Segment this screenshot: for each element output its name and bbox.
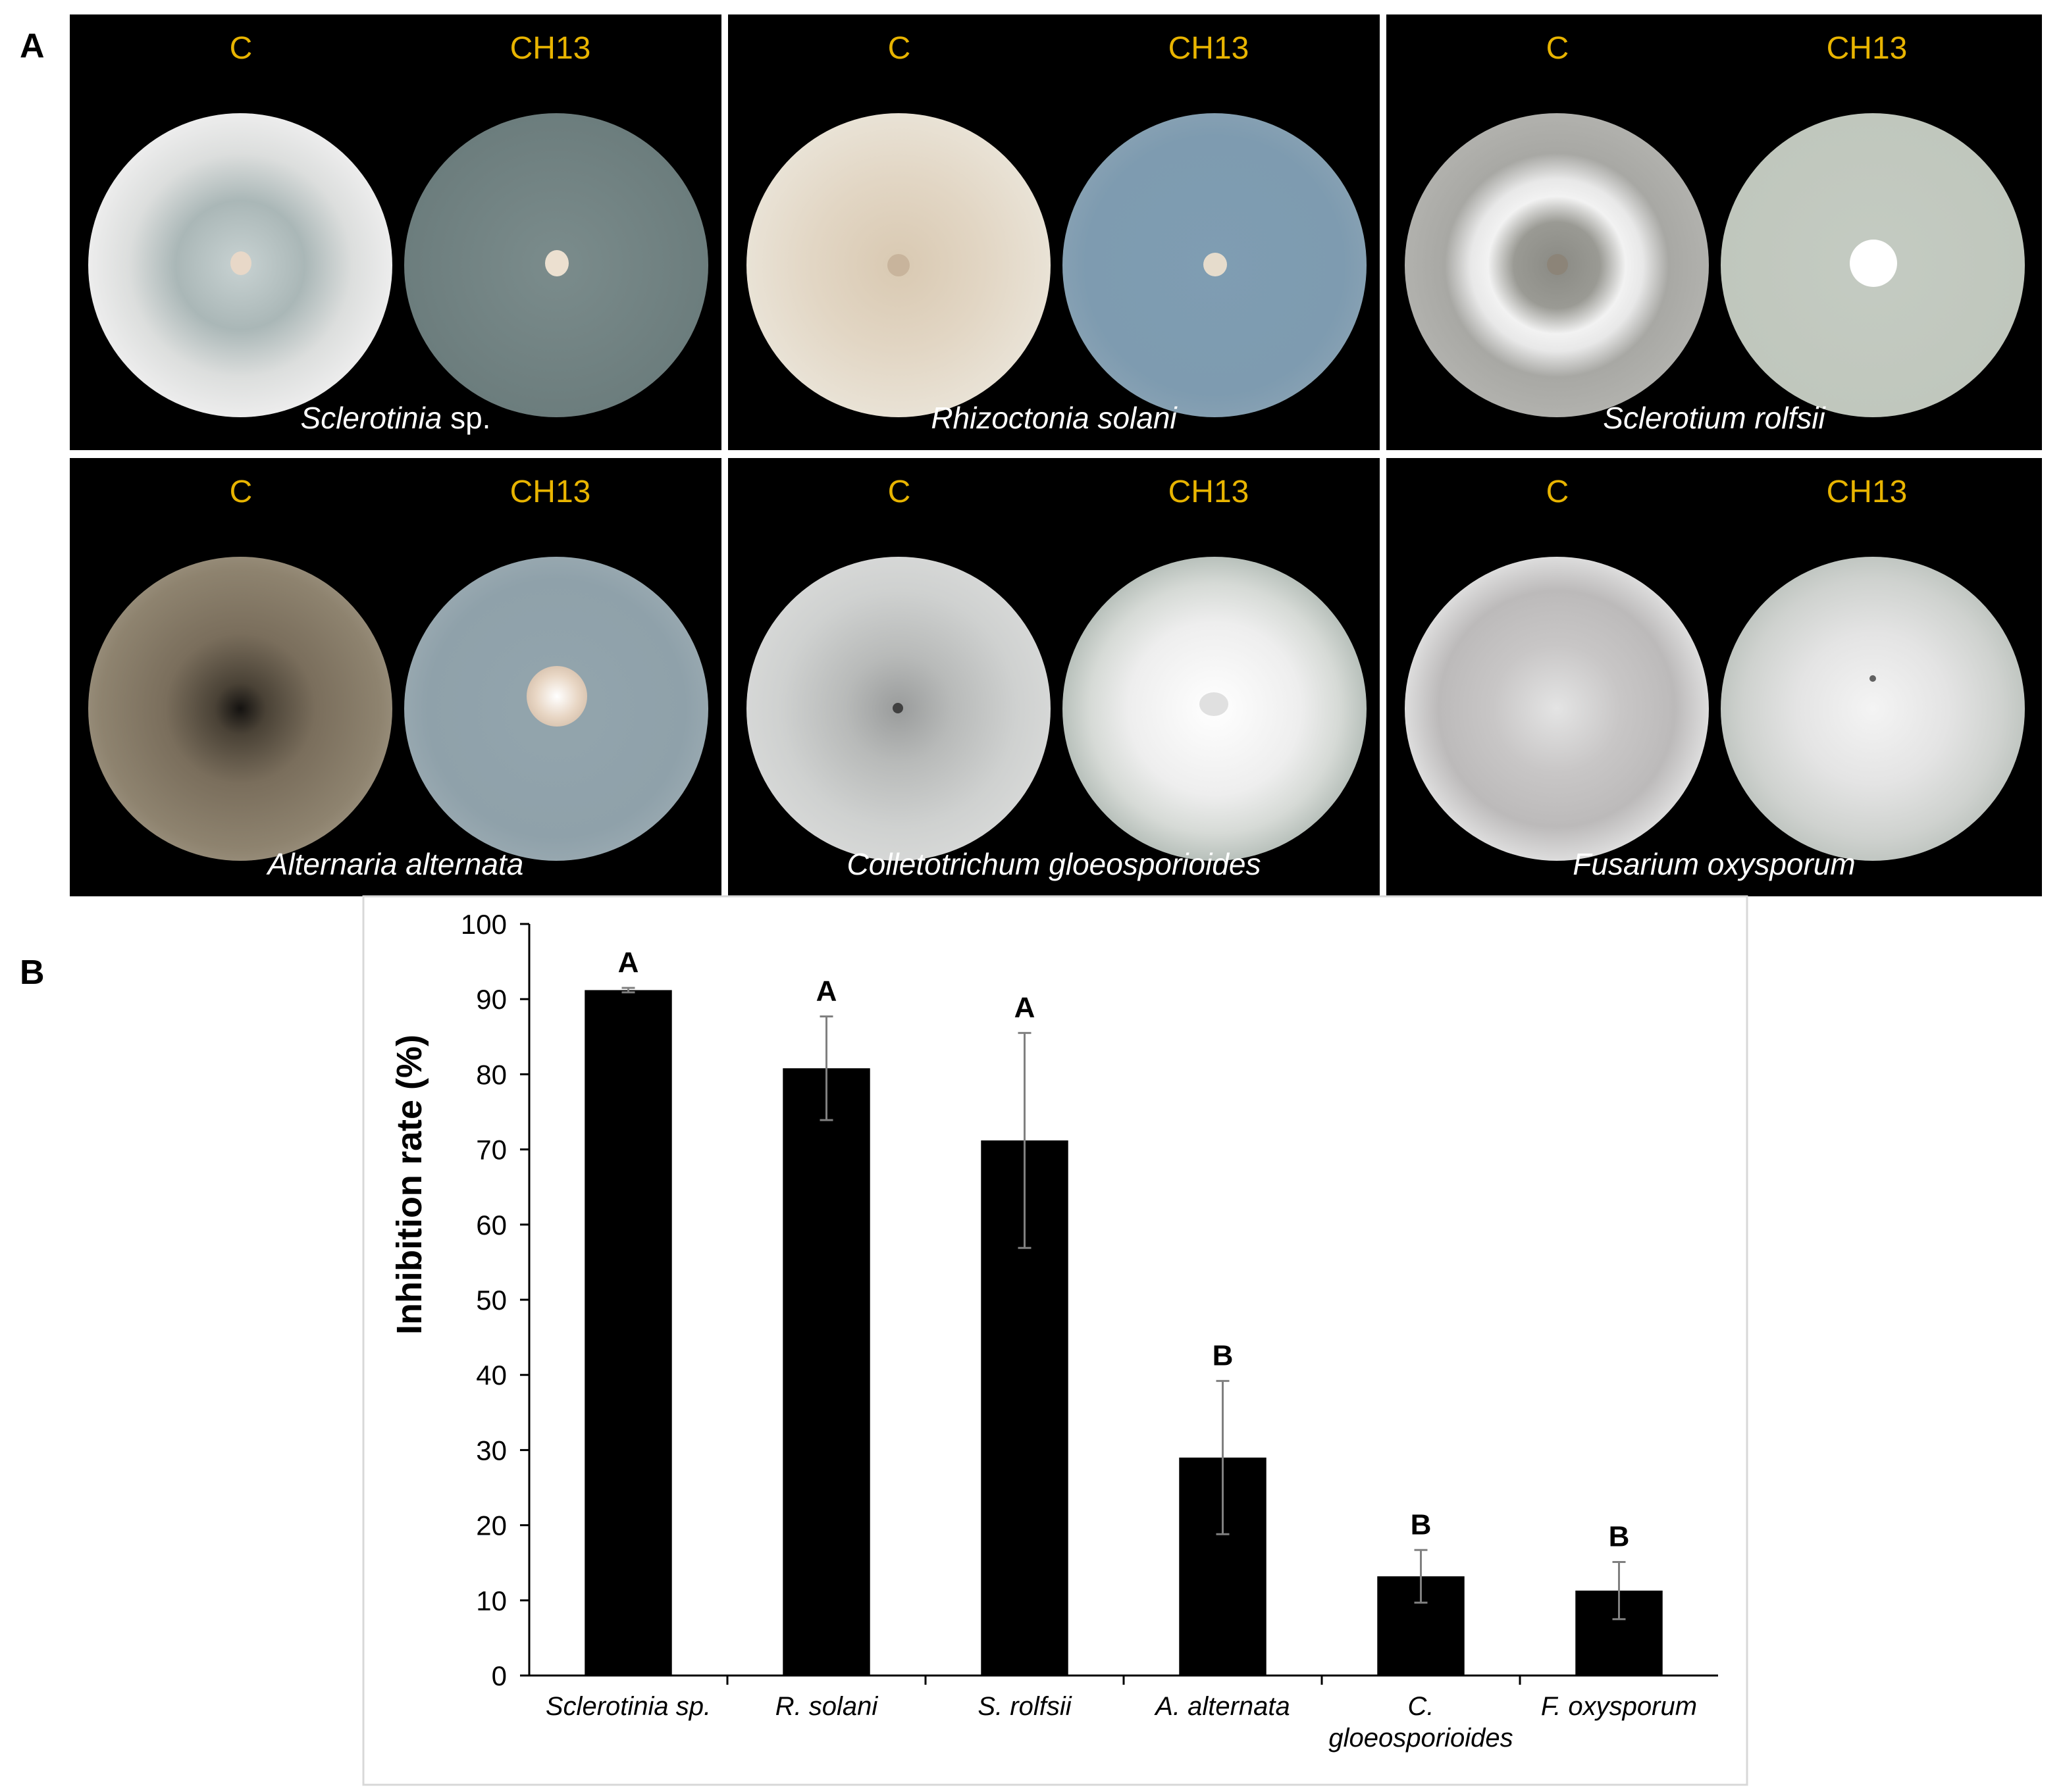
plate-photo-rhizoctonia: C CH13 Rhizoctonia solani (728, 14, 1380, 450)
control-label: C (1546, 31, 1569, 66)
plate-photo-colletotrichum: C CH13 Colletotrichum gloeosporioides (728, 458, 1380, 896)
species-caption: Sclerotinia sp. (300, 401, 491, 435)
treatment-label: CH13 (1168, 31, 1249, 66)
treatment-dish (1721, 113, 2025, 417)
inoculum-plug (1547, 254, 1568, 275)
y-tick-label: 100 (461, 909, 507, 940)
treatment-label: CH13 (1826, 31, 1908, 66)
y-tick-label: 60 (476, 1210, 507, 1241)
x-axis-tick-labels: Sclerotinia sp. R. solani S. rolfsii A. alt… (546, 1692, 1697, 1753)
y-axis-ticks: 0 10 20 30 40 50 60 70 80 90 100 (461, 909, 1521, 1691)
control-dish (746, 113, 1051, 417)
control-label: C (229, 474, 253, 509)
x-tick-label: gloeosporioides (1328, 1724, 1513, 1753)
significance-letter: A (1014, 992, 1035, 1024)
control-label: C (887, 474, 911, 509)
y-tick-label: 90 (476, 984, 507, 1015)
significance-letter: B (1609, 1521, 1630, 1553)
significance-letter: B (1411, 1508, 1432, 1541)
significance-letter: B (1213, 1339, 1234, 1371)
treatment-label: CH13 (1826, 474, 1908, 509)
control-dish (1405, 557, 1709, 861)
x-tick-label: S. rolfsii (978, 1692, 1072, 1721)
treatment-dish (404, 113, 708, 417)
inoculum-plug (527, 666, 587, 727)
x-tick-label: R. solani (775, 1692, 879, 1721)
significance-letter: A (618, 946, 639, 979)
inoculum-plug (1850, 240, 1897, 287)
bar (783, 1068, 870, 1676)
significance-letter: A (816, 975, 837, 1007)
x-tick-label: C. (1408, 1692, 1434, 1721)
inoculum-plug (545, 250, 569, 276)
inoculum-plug (1869, 675, 1876, 682)
x-tick-label: F. oxysporum (1541, 1692, 1697, 1721)
treatment-dish (1062, 113, 1367, 417)
y-tick-label: 40 (476, 1360, 507, 1391)
panel-a-label: A (20, 27, 45, 65)
panel-b-label: B (20, 954, 45, 992)
species-caption: Sclerotium rolfsii (1603, 401, 1825, 435)
inoculum-plug (887, 254, 910, 276)
treatment-label: CH13 (509, 474, 591, 509)
control-dish (1405, 113, 1709, 417)
y-tick-label: 20 (476, 1510, 507, 1541)
inoculum-plug (230, 251, 251, 275)
plate-photo-alternaria: C CH13 Alternaria alternata (70, 458, 721, 896)
control-label: C (887, 31, 911, 66)
treatment-label: CH13 (1168, 474, 1249, 509)
treatment-dish (1062, 557, 1367, 861)
inoculum-plug (893, 703, 903, 713)
x-tick-label: A. alternata (1154, 1692, 1290, 1721)
plate-photo-grid: C CH13 Sclerotinia sp. C CH13 Rhizoctoni… (67, 12, 2042, 896)
species-caption: Colletotrichum gloeosporioides (847, 847, 1261, 881)
plate-photo-sclerotinia: C CH13 Sclerotinia sp. (70, 14, 721, 450)
y-tick-label: 70 (476, 1135, 507, 1165)
y-tick-label: 0 (492, 1660, 507, 1691)
species-caption: Rhizoctonia solani (931, 401, 1177, 435)
inoculum-plug (1199, 692, 1228, 716)
bar-series: A A A B B B (585, 946, 1663, 1676)
species-caption: Fusarium oxysporum (1573, 847, 1856, 881)
y-tick-label: 10 (476, 1585, 507, 1616)
treatment-label: CH13 (509, 31, 591, 66)
plate-photo-sclerotium: C CH13 Sclerotium rolfsii (1386, 14, 2042, 450)
plate-photo-fusarium: C CH13 Fusarium oxysporum (1386, 458, 2042, 896)
inoculum-plug (1203, 253, 1227, 276)
y-tick-label: 80 (476, 1059, 507, 1090)
control-label: C (1546, 474, 1569, 509)
treatment-dish (1721, 557, 2025, 861)
y-axis-label: Inhibition rate (%) (390, 1035, 429, 1335)
y-tick-label: 30 (476, 1435, 507, 1466)
treatment-dish (404, 557, 708, 861)
y-tick-label: 50 (476, 1285, 507, 1316)
control-dish (746, 557, 1051, 861)
species-caption: Alternaria alternata (267, 847, 524, 881)
x-tick-label: Sclerotinia sp. (546, 1692, 711, 1721)
control-dish (88, 557, 392, 861)
bar (585, 990, 672, 1676)
control-label: C (229, 31, 253, 66)
control-dish (88, 113, 392, 417)
